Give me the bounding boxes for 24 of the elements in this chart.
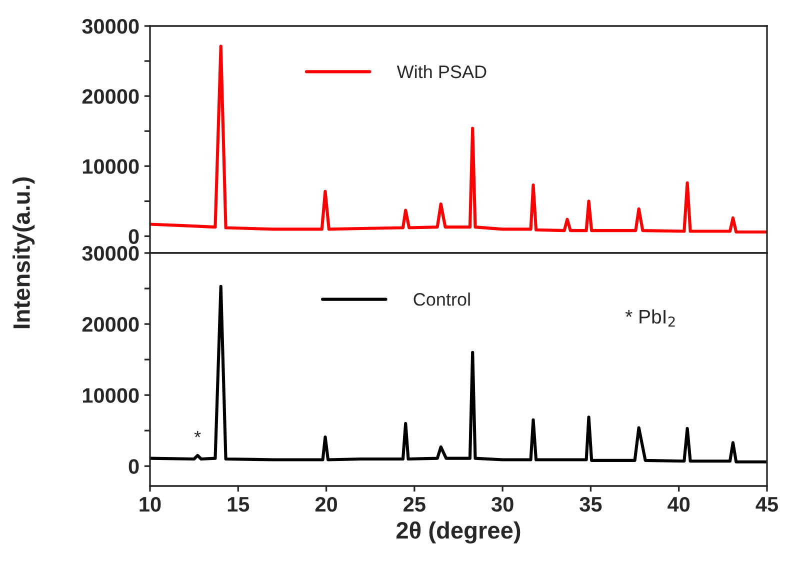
- line-series: [150, 284, 767, 464]
- x-tick-label: 30: [491, 496, 514, 512]
- y-axis-title: Intensity(a.u.): [12, 177, 35, 328]
- x-tick-label: 35: [580, 496, 602, 512]
- y-tick-label: 30000: [82, 19, 139, 34]
- x-tick-label: 15: [228, 497, 250, 512]
- annotation: *: [194, 430, 201, 438]
- y-tick-label: 0: [128, 459, 139, 474]
- y-tick-label: 0: [128, 229, 139, 244]
- annotation: * PbI$_{2}$: [625, 309, 675, 327]
- y-tick-label: 20000: [82, 317, 139, 332]
- x-tick-label: 25: [404, 496, 426, 512]
- x-tick-label: 20: [315, 496, 338, 512]
- x-axis-title: 2θ (degree): [396, 521, 520, 544]
- x-tick-label: 10: [140, 496, 161, 512]
- y-tick-label: 10000: [82, 388, 139, 403]
- line-series: [150, 44, 767, 234]
- x-tick-label: 45: [756, 497, 778, 512]
- y-tick-label: 30000: [82, 246, 139, 261]
- x-tick-label: 40: [668, 496, 690, 512]
- legend-label: With PSAD: [396, 64, 486, 78]
- y-tick-label: 20000: [82, 89, 139, 104]
- y-tick-label: 10000: [82, 159, 139, 174]
- legend-label: Control: [414, 292, 470, 306]
